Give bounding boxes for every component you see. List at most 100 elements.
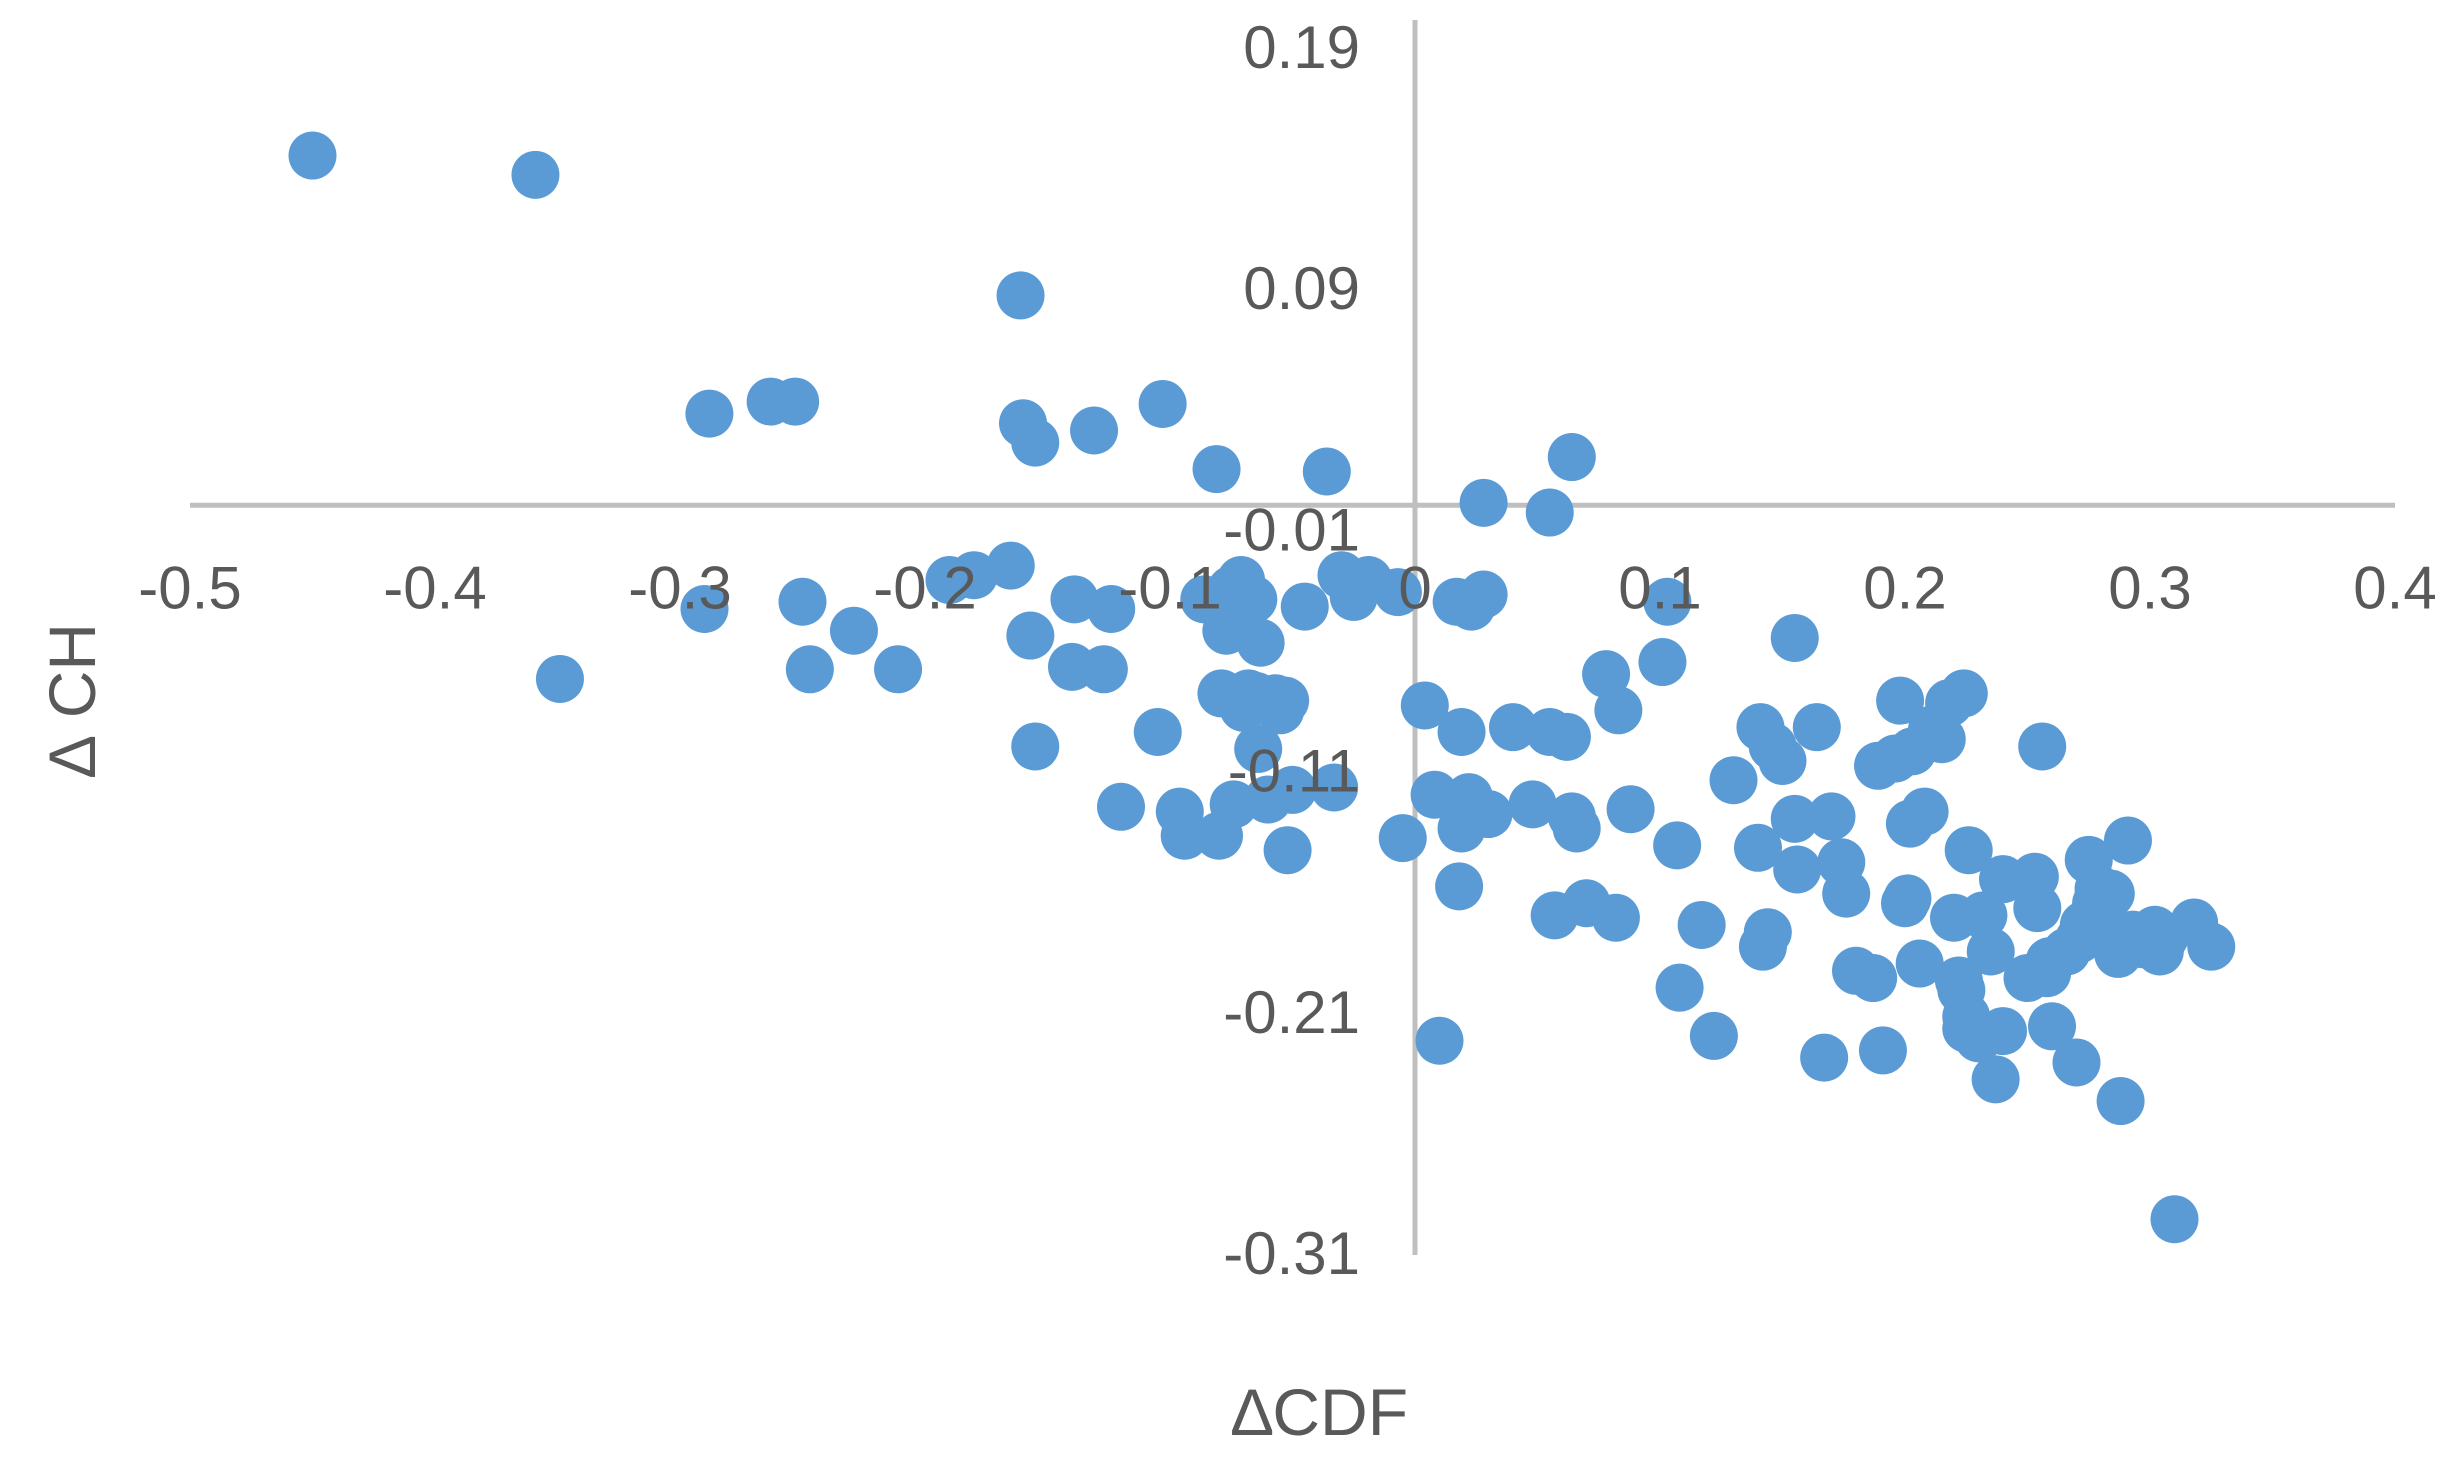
data-point [785, 645, 834, 694]
data-point [1822, 869, 1871, 918]
data-point [1677, 900, 1726, 949]
data-point [1459, 570, 1508, 619]
y-tick-label: -0.21 [1223, 979, 1360, 1046]
data-point [685, 389, 734, 438]
data-point [1876, 676, 1925, 725]
data-point [1939, 669, 1988, 718]
data-point [1547, 433, 1596, 482]
data-point [1800, 1033, 1849, 1082]
data-point [1192, 445, 1241, 494]
data-points [288, 131, 2236, 1244]
data-point [1050, 575, 1099, 624]
data-point [1858, 1026, 1907, 1075]
data-point [1734, 823, 1782, 872]
data-point [2096, 1077, 2145, 1126]
data-point [1979, 1007, 2027, 1056]
x-tick-label: -0.1 [1118, 554, 1221, 621]
data-point [1373, 568, 1422, 617]
data-point [1591, 893, 1640, 942]
data-point [1006, 611, 1055, 660]
data-point [1464, 790, 1513, 839]
x-tick-label: -0.2 [873, 554, 976, 621]
data-point [1971, 1055, 2020, 1104]
data-point [2052, 1038, 2101, 1087]
data-point [1160, 811, 1209, 860]
data-point [1643, 577, 1692, 626]
data-point [1525, 488, 1574, 537]
y-axis-title: ∆ CH [35, 623, 109, 777]
y-tick-label: -0.01 [1223, 496, 1360, 563]
x-tick-label: 0.2 [1863, 554, 1946, 621]
data-point [1895, 939, 1944, 988]
data-point [1302, 447, 1351, 496]
data-point [1263, 826, 1312, 875]
data-point [1743, 908, 1792, 957]
data-point [1415, 1016, 1464, 1065]
data-point [1552, 804, 1601, 853]
data-point [1959, 891, 2008, 940]
data-point [1229, 575, 1278, 624]
data-point [1410, 770, 1459, 819]
data-point [2103, 816, 2152, 865]
data-point [2013, 884, 2062, 933]
data-point [1011, 418, 1060, 467]
data-point [511, 150, 560, 199]
data-point [1097, 782, 1145, 831]
data-point [2018, 722, 2067, 771]
x-tick-label: 0.4 [2353, 554, 2436, 621]
data-point [986, 541, 1035, 590]
data-point [829, 606, 878, 655]
data-point [1087, 584, 1136, 633]
data-point [2028, 1002, 2076, 1051]
data-point [1655, 963, 1704, 1012]
x-tick-label: -0.5 [138, 554, 241, 621]
x-tick-label: -0.3 [628, 554, 731, 621]
data-point [1606, 785, 1655, 834]
x-tick-label: 0.3 [2108, 554, 2191, 621]
data-point [1944, 826, 1993, 875]
tick-labels: -0.5 -0.4 -0.3 -0.2 -0.1 0 0.1 0.2 0.3 0.4 0.19 0.0… [138, 14, 2436, 1287]
y-tick-label: 0.19 [1243, 14, 1360, 81]
data-point [1489, 703, 1537, 752]
data-point [1594, 686, 1643, 735]
y-tick-label: 0.09 [1243, 255, 1360, 322]
data-point [1310, 763, 1359, 812]
data-point [1400, 681, 1449, 730]
data-point [950, 551, 998, 600]
y-tick-label: -0.11 [1228, 738, 1360, 805]
data-point [1638, 638, 1687, 687]
data-point [1459, 478, 1508, 527]
data-point [1437, 708, 1486, 757]
data-point [1807, 792, 1856, 841]
data-point [1758, 736, 1807, 785]
data-point [1773, 845, 1822, 894]
data-point [1582, 650, 1631, 699]
data-point [1011, 722, 1060, 771]
data-point [288, 131, 337, 180]
data-point [1070, 406, 1119, 455]
data-point [1881, 879, 1929, 928]
data-point [1792, 703, 1841, 752]
data-point [1079, 645, 1128, 694]
data-point [1261, 676, 1310, 725]
data-point [1280, 582, 1329, 631]
data-point [1770, 794, 1819, 843]
data-point [874, 645, 923, 694]
data-point [1234, 724, 1283, 773]
data-point [1435, 862, 1484, 911]
data-point [1966, 927, 2015, 976]
data-point [1508, 780, 1557, 829]
data-point [996, 271, 1045, 320]
data-point [1917, 715, 1966, 764]
data-point [1849, 954, 1898, 1003]
data-point [535, 654, 584, 703]
data-point [2086, 869, 2135, 918]
data-point [1900, 787, 1949, 836]
data-point [1689, 1011, 1738, 1060]
data-point [1268, 765, 1317, 814]
x-axis-title: ∆CDF [1232, 1375, 1408, 1449]
data-point [1378, 814, 1427, 863]
axes [190, 20, 2395, 1255]
data-point [1709, 756, 1758, 805]
